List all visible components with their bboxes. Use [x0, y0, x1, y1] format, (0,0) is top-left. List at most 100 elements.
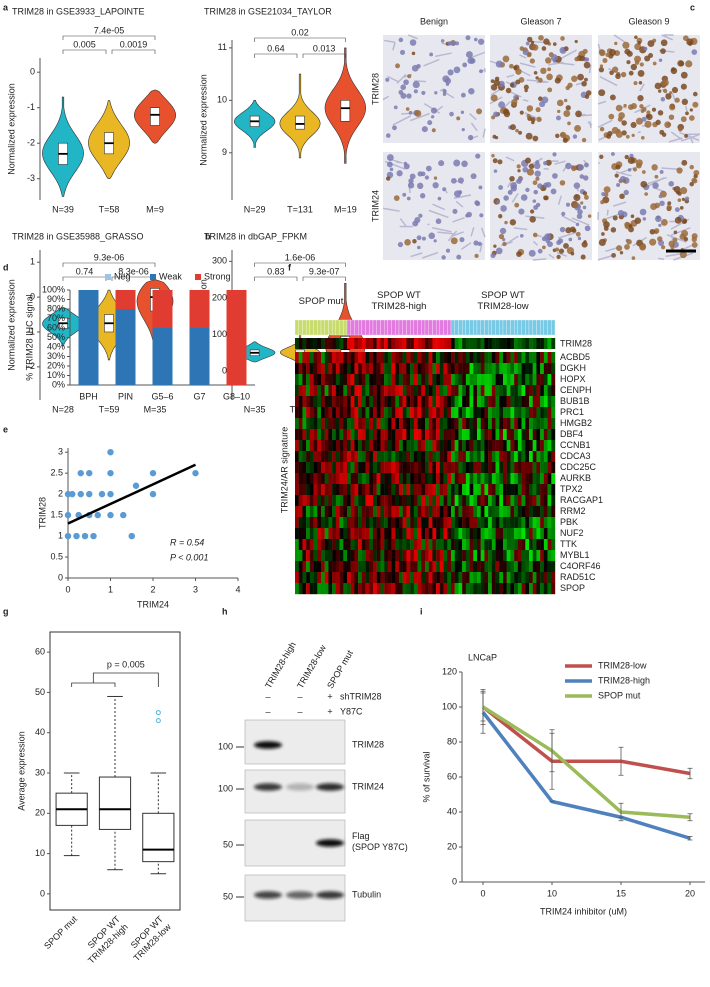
- bracket: [302, 53, 346, 58]
- y-tick-label: 0: [452, 876, 457, 886]
- chart-title: TRIM28 in GSE21034_TAYLOR: [204, 6, 332, 16]
- nucleus: [496, 200, 500, 204]
- heat-cell: [365, 338, 370, 349]
- x-tick-label: G5–6: [151, 391, 173, 401]
- box: [340, 100, 351, 122]
- heat-cell: [324, 550, 329, 562]
- heat-cell: [506, 539, 511, 551]
- heat-cell: [354, 429, 359, 441]
- heat-cell: [306, 484, 311, 496]
- heat-cell: [328, 363, 333, 375]
- heat-cell: [295, 572, 299, 584]
- heat-cell: [328, 528, 333, 540]
- heat-cell: [298, 550, 303, 562]
- heat-cell: [306, 550, 311, 562]
- x-tick-label: 2: [150, 584, 155, 594]
- heat-cell: [332, 352, 337, 364]
- heat-cell: [488, 385, 493, 397]
- nucleus: [495, 60, 503, 68]
- nucleus: [628, 70, 634, 76]
- heat-cell: [462, 572, 467, 584]
- heat-cell: [477, 363, 481, 375]
- nucleus: [657, 89, 662, 93]
- heat-cell: [436, 506, 441, 518]
- stroma: [505, 156, 515, 162]
- heat-cell: [410, 429, 415, 441]
- heat-cell: [432, 374, 437, 386]
- heat-cell: [473, 462, 478, 474]
- heat-cell: [540, 484, 545, 496]
- heat-cell: [328, 418, 333, 430]
- heat-cell: [451, 517, 455, 529]
- heat-cell: [384, 451, 389, 463]
- heat-cell: [443, 495, 448, 507]
- heat-cell: [417, 338, 422, 349]
- heat-cell: [332, 561, 337, 573]
- heat-cell: [465, 363, 470, 375]
- heat-cell: [410, 374, 415, 386]
- heat-cell: [302, 583, 307, 595]
- y-tick-label: 10: [35, 848, 45, 858]
- heat-cell: [495, 407, 500, 419]
- heat-cell: [365, 539, 370, 551]
- heat-cell: [488, 550, 493, 562]
- heat-cell: [525, 338, 530, 349]
- stroma: [451, 231, 464, 237]
- heat-cell: [491, 440, 496, 452]
- nucleus: [573, 182, 581, 189]
- heat-cell: [428, 561, 433, 573]
- heat-cell: [462, 550, 467, 562]
- heat-cell: [376, 517, 381, 529]
- heat-cell: [298, 462, 303, 474]
- nucleus: [533, 189, 539, 195]
- heat-cell: [313, 440, 318, 452]
- nucleus: [647, 40, 655, 48]
- heat-cell: [495, 440, 500, 452]
- nucleus: [671, 86, 679, 94]
- heat-cell: [335, 352, 340, 364]
- nucleus: [657, 110, 664, 116]
- heat-cell: [480, 352, 485, 364]
- heat-cell: [343, 506, 348, 518]
- gene-label: ACBD5: [560, 352, 590, 362]
- stroma: [658, 257, 665, 260]
- stroma: [599, 75, 618, 87]
- heat-cell: [402, 407, 407, 419]
- heat-cell: [540, 539, 545, 551]
- heat-cell: [417, 484, 422, 496]
- heat-cell: [317, 374, 322, 386]
- y-tick-label: 40: [447, 806, 457, 816]
- gene-label: HOPX: [560, 374, 586, 384]
- heat-cell: [480, 418, 485, 430]
- heat-cell: [551, 396, 556, 408]
- heat-cell: [321, 385, 325, 397]
- heat-cell: [425, 352, 429, 364]
- box: [142, 812, 175, 863]
- bar-segment: [226, 290, 247, 385]
- stroma: [532, 240, 538, 246]
- nucleus: [615, 73, 621, 80]
- heat-cell: [521, 385, 526, 397]
- group-cell: [443, 319, 448, 336]
- heat-cell: [469, 506, 474, 518]
- legend-label: SPOP mut: [598, 690, 641, 700]
- heat-cell: [499, 418, 504, 430]
- nucleus: [386, 154, 394, 162]
- nucleus: [579, 174, 585, 179]
- heat-cell: [335, 528, 340, 540]
- heat-cell: [399, 338, 403, 349]
- nucleus: [456, 254, 462, 260]
- heat-cell: [491, 572, 496, 584]
- heat-cell: [465, 451, 470, 463]
- heat-cell: [540, 363, 545, 375]
- group-cell: [506, 319, 511, 336]
- nucleus: [409, 39, 417, 46]
- nucleus: [631, 133, 635, 137]
- legend-label: Neg: [114, 271, 131, 281]
- heat-cell: [499, 374, 504, 386]
- heat-cell: [321, 418, 325, 430]
- heat-cell: [428, 473, 433, 485]
- nucleus: [406, 196, 411, 201]
- stroma: [435, 52, 452, 58]
- heat-cell: [458, 561, 463, 573]
